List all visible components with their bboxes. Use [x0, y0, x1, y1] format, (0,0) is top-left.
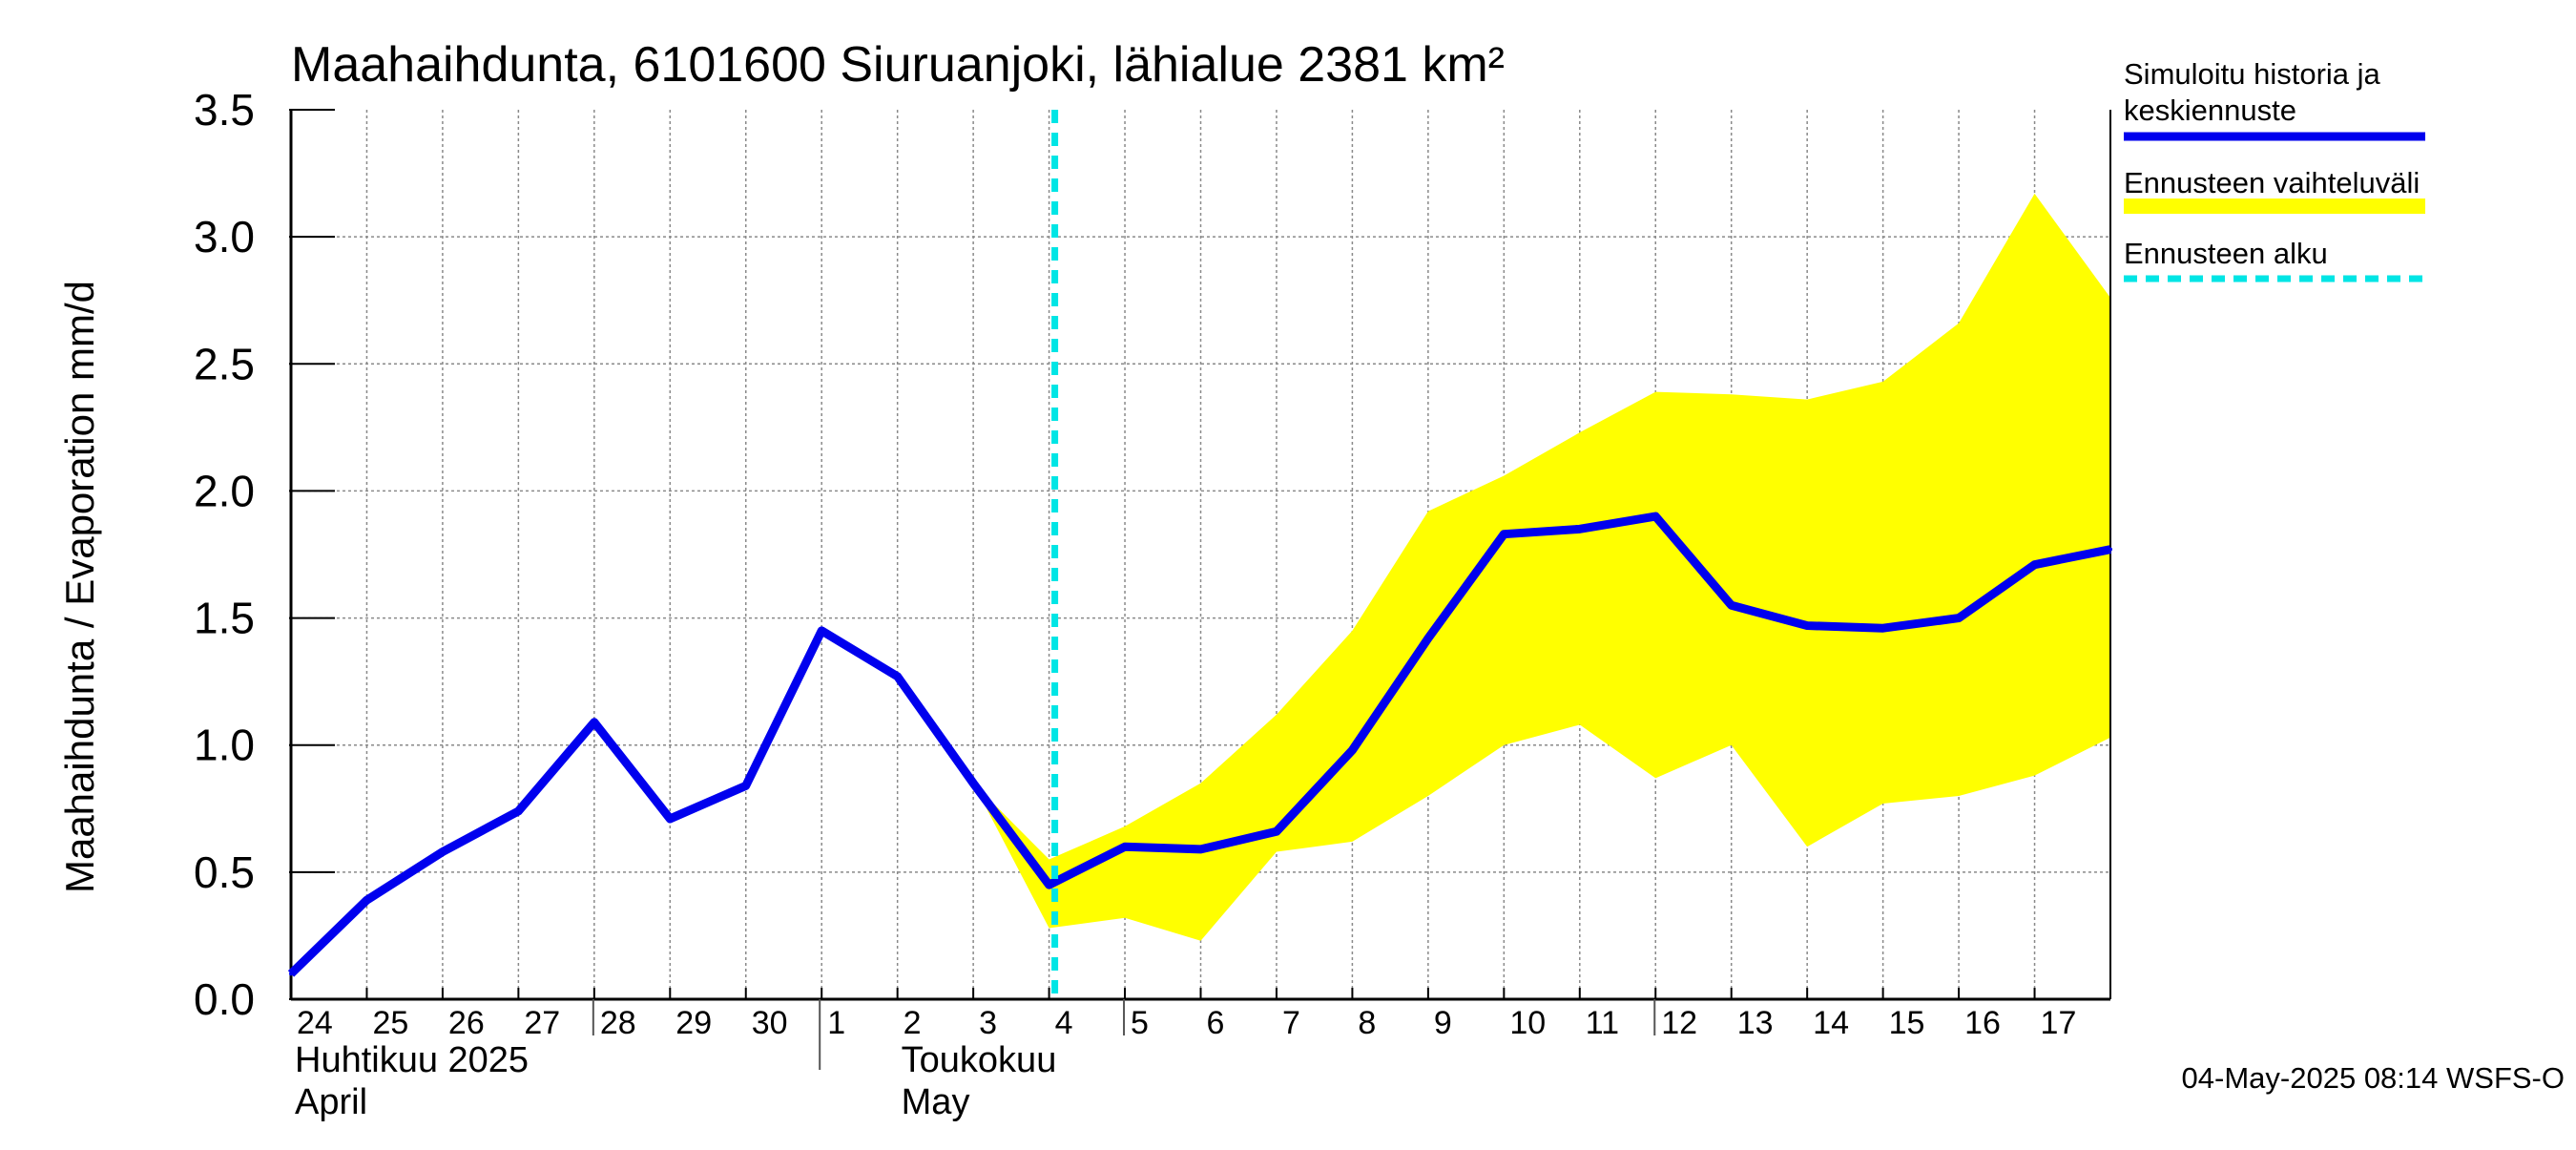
x-tick-label: 12 [1661, 1005, 1697, 1041]
x-tick-label: 28 [600, 1005, 636, 1041]
x-tick-label: 3 [979, 1005, 997, 1041]
series-point [440, 849, 445, 854]
x-tick-label: 1 [827, 1005, 845, 1041]
series-point [2032, 562, 2037, 567]
series-point [743, 784, 748, 788]
x-tick-label: 9 [1434, 1005, 1452, 1041]
forecast-range-band [973, 193, 2110, 941]
legend-label: keskiennuste [2124, 94, 2296, 127]
series-point [895, 674, 900, 679]
series-point [1350, 748, 1355, 753]
y-tick-label: 2.5 [194, 339, 255, 388]
series-point [1805, 623, 1810, 628]
y-tick-label: 2.0 [194, 466, 255, 515]
month-label-fi: Huhtikuu 2025 [295, 1040, 529, 1080]
x-tick-label: 16 [1964, 1005, 2001, 1041]
x-tick-label: 15 [1889, 1005, 1925, 1041]
month-label-fi: Toukokuu [902, 1040, 1057, 1080]
x-tick-label: 8 [1358, 1005, 1376, 1041]
x-tick-label: 13 [1737, 1005, 1774, 1041]
series-point [820, 628, 824, 633]
y-tick-label: 0.5 [194, 847, 255, 897]
series-point [592, 720, 596, 724]
x-tick-label: 11 [1586, 1005, 1619, 1041]
series-point [289, 972, 293, 976]
x-tick-label: 27 [524, 1005, 560, 1041]
y-tick-label: 1.0 [194, 721, 255, 770]
x-tick-label: 6 [1207, 1005, 1225, 1041]
x-tick-label: 30 [752, 1005, 788, 1041]
series-point [1880, 626, 1885, 631]
series-point [1123, 845, 1128, 849]
y-axis-label: Maahaihdunta / Evaporation mm/d [57, 281, 102, 893]
footer-timestamp: 04-May-2025 08:14 WSFS-O [2182, 1061, 2565, 1095]
series-point [1957, 616, 1962, 620]
x-tick-label: 10 [1509, 1005, 1546, 1041]
series-point [1653, 514, 1658, 519]
series-point [1047, 883, 1051, 888]
series-layer [287, 512, 2112, 977]
month-label-en: May [902, 1082, 970, 1122]
chart-title: Maahaihdunta, 6101600 Siuruanjoki, lähia… [291, 37, 1505, 93]
series-point [1577, 527, 1582, 532]
series-point [1274, 829, 1278, 834]
x-tick-labels: 24 25 26 27 28 29 30 1 2 3 4 5 6 7 8 9 10 11 12 13 14 15 16 17 [297, 1005, 2076, 1041]
x-tick-label: 7 [1282, 1005, 1300, 1041]
x-tick-label: 26 [448, 1005, 485, 1041]
x-tick-label: 25 [372, 1005, 408, 1041]
forecast-range-layer [973, 193, 2110, 941]
series-point [2109, 547, 2112, 552]
series-point [971, 781, 976, 785]
x-tick-label: 2 [904, 1005, 922, 1041]
series-point [1729, 603, 1734, 608]
y-tick-label: 3.0 [194, 212, 255, 261]
x-tick-label: 17 [2041, 1005, 2077, 1041]
legend-label: Ennusteen alku [2124, 237, 2328, 270]
x-tick-label: 29 [675, 1005, 712, 1041]
legend-label: Simuloitu historia ja [2124, 57, 2381, 91]
series-point [1425, 636, 1430, 640]
y-tick-label: 3.5 [194, 85, 255, 135]
y-tick-label: 0.0 [194, 974, 255, 1024]
series-point [1198, 847, 1203, 851]
series-point [516, 808, 521, 813]
x-tick-label: 5 [1131, 1005, 1149, 1041]
y-tick-labels: 0.0 0.5 1.0 1.5 2.0 2.5 3.0 3.5 [194, 85, 255, 1024]
x-tick-label: 4 [1055, 1005, 1073, 1041]
x-tick-label: 14 [1813, 1005, 1849, 1041]
axes [289, 109, 2111, 1070]
legend-label: Ennusteen vaihteluväli [2124, 166, 2420, 199]
series-point [668, 816, 673, 821]
series-point [1502, 532, 1506, 536]
x-tick-label: 24 [297, 1005, 333, 1041]
series-point [364, 898, 369, 903]
month-label-en: April [295, 1082, 367, 1122]
y-tick-label: 1.5 [194, 594, 255, 643]
